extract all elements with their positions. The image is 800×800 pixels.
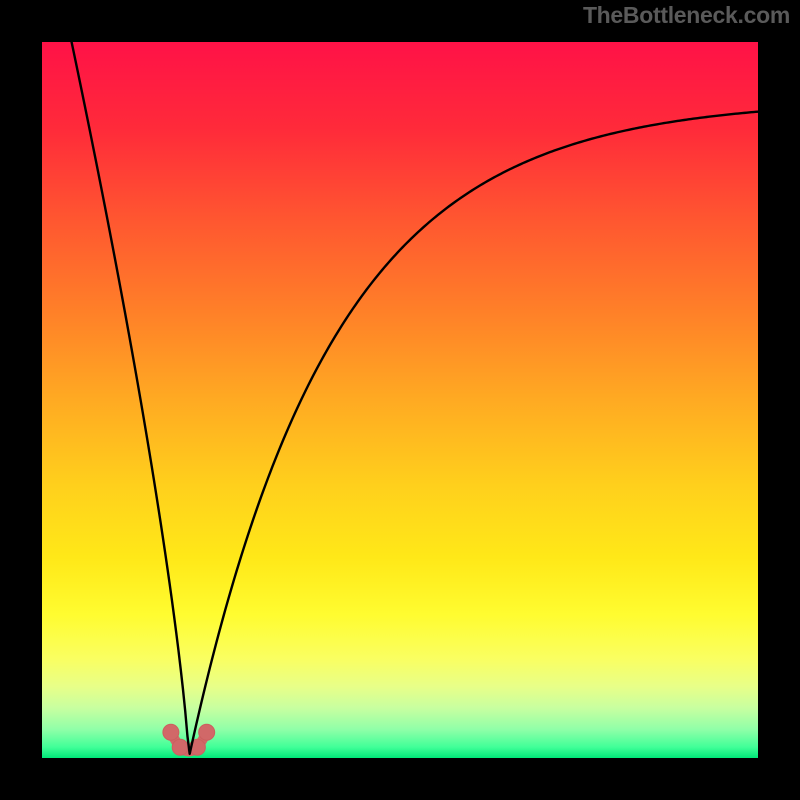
- chart-container: TheBottleneck.com: [0, 0, 800, 800]
- watermark-text: TheBottleneck.com: [583, 2, 790, 29]
- bottleneck-curve-chart: [0, 0, 800, 800]
- plot-background-gradient: [42, 42, 758, 758]
